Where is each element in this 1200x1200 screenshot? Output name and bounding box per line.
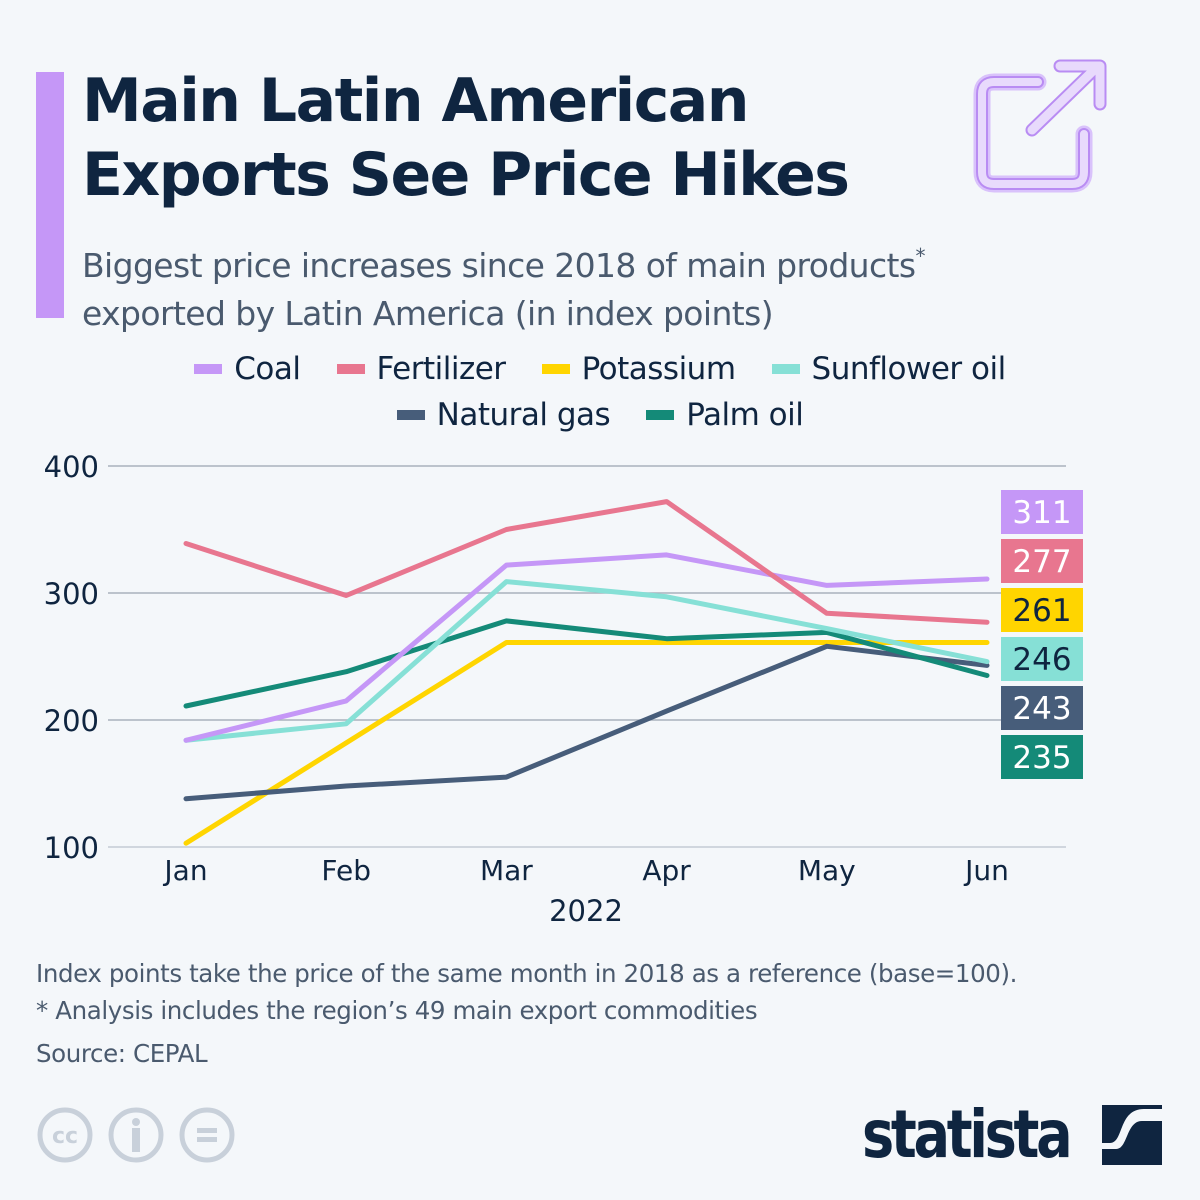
x-tick-label: May: [798, 854, 856, 887]
no-derivatives-icon[interactable]: [178, 1106, 236, 1164]
statista-logo[interactable]: statista: [862, 1100, 1162, 1170]
legend-label: Fertilizer: [376, 351, 507, 387]
series-line-palm-oil: [183, 618, 990, 709]
legend-item-coal[interactable]: Coal: [194, 351, 301, 387]
end-label-value: 261: [1012, 593, 1071, 629]
statista-wordmark: statista: [862, 1096, 1073, 1173]
legend-row: Coal Fertilizer Potassium Sunflower oil: [0, 346, 1200, 392]
attribution-icon[interactable]: [107, 1106, 165, 1164]
y-tick-label: 300: [44, 577, 99, 611]
end-label-value: 235: [1012, 740, 1071, 776]
subtitle-line-1: Biggest price increases since 2018 of ma…: [82, 246, 916, 285]
y-tick-label: 200: [44, 704, 99, 738]
x-tick-label: Apr: [642, 854, 691, 887]
x-tick-label: Jun: [963, 854, 1009, 887]
external-link-icon[interactable]: [960, 58, 1110, 198]
footnotes: Index points take the price of the same …: [36, 955, 1186, 1072]
x-tick-label: Feb: [321, 854, 371, 887]
title-accent-bar: [36, 72, 64, 318]
end-label-box: [1001, 588, 1083, 632]
legend-label: Sunflower oil: [811, 351, 1007, 387]
svg-text:cc: cc: [52, 1124, 78, 1149]
end-label-box: [1001, 539, 1083, 583]
legend-item-potassium[interactable]: Potassium: [541, 351, 736, 387]
end-label-fertilizer: 277: [1001, 539, 1083, 583]
legend-label: Natural gas: [436, 397, 611, 433]
legend-label: Potassium: [581, 351, 736, 387]
series-line-fertilizer: [183, 499, 990, 625]
legend-swatch: [194, 364, 223, 374]
legend-swatch: [541, 364, 570, 374]
end-label-coal: 311: [1001, 490, 1083, 534]
y-axis-ticks: 100 200 300 400: [44, 450, 99, 865]
y-tick-label: 100: [44, 831, 99, 865]
legend-item-palm-oil[interactable]: Palm oil: [646, 397, 804, 433]
end-label-palm-oil: 235: [1001, 735, 1083, 779]
end-label-box: [1001, 490, 1083, 534]
chart-subtitle: Biggest price increases since 2018 of ma…: [82, 232, 1082, 338]
legend-item-sunflower-oil[interactable]: Sunflower oil: [771, 351, 1007, 387]
x-tick-label: Jan: [162, 854, 207, 887]
line-chart: 100 200 300 400 Jan Feb Mar Apr May Jun 2022 311…: [44, 450, 1083, 928]
end-label-value: 277: [1012, 544, 1071, 580]
series-line-coal: [183, 552, 990, 743]
subtitle-asterisk: *: [915, 244, 925, 268]
series-line-potassium: [183, 640, 990, 846]
series-line-natural-gas: [183, 643, 990, 802]
license-icons: cc: [36, 1106, 236, 1164]
legend-swatch: [336, 364, 365, 374]
end-label-natural-gas: 243: [1001, 686, 1083, 730]
title-line-1: Main Latin American: [82, 66, 750, 136]
x-axis-ticks: Jan Feb Mar Apr May Jun: [162, 854, 1008, 887]
subtitle-line-2: exported by Latin America (in index poin…: [82, 294, 774, 333]
end-label-box: [1001, 637, 1083, 681]
source-label: Source: CEPAL: [36, 1039, 208, 1068]
end-label-sunflower-oil: 246: [1001, 637, 1083, 681]
end-value-labels: 311 277 261 246 243 235: [1001, 490, 1083, 779]
series-line-sunflower-oil: [183, 579, 990, 743]
legend-swatch: [396, 410, 425, 420]
legend-swatch: [771, 364, 800, 374]
title-line-2: Exports See Price Hikes: [82, 140, 850, 210]
footnote-analysis: * Analysis includes the region’s 49 main…: [36, 996, 758, 1025]
footnote-index-reference: Index points take the price of the same …: [36, 959, 1018, 988]
legend-item-natural-gas[interactable]: Natural gas: [396, 397, 611, 433]
chart-legend: Coal Fertilizer Potassium Sunflower oil Nat…: [0, 346, 1200, 438]
end-label-value: 243: [1012, 691, 1071, 727]
legend-swatch: [646, 410, 675, 420]
end-label-box: [1001, 735, 1083, 779]
creative-commons-icon[interactable]: cc: [36, 1106, 94, 1164]
legend-label: Coal: [234, 351, 301, 387]
legend-label: Palm oil: [686, 397, 804, 433]
y-tick-label: 400: [44, 450, 99, 484]
end-label-box: [1001, 686, 1083, 730]
x-tick-label: Mar: [480, 854, 533, 887]
chart-title: Main Latin American Exports See Price Hi…: [82, 64, 942, 212]
x-axis-label: 2022: [549, 894, 623, 928]
series-lines: [183, 499, 990, 846]
legend-row: Natural gas Palm oil: [0, 392, 1200, 438]
statista-logo-mark-icon: [1102, 1105, 1162, 1165]
legend-item-fertilizer[interactable]: Fertilizer: [336, 351, 507, 387]
end-label-value: 246: [1012, 642, 1071, 678]
end-label-value: 311: [1012, 495, 1071, 531]
end-label-potassium: 261: [1001, 588, 1083, 632]
